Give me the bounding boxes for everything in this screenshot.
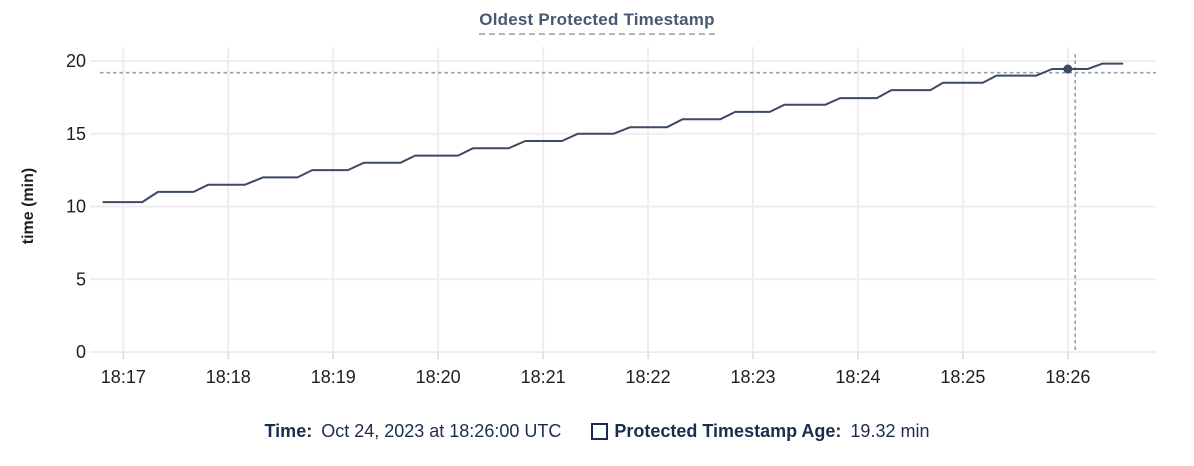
chart-title-row: Oldest Protected Timestamp <box>0 10 1194 35</box>
y-tick-label: 0 <box>76 342 86 362</box>
legend-time-value: Oct 24, 2023 at 18:26:00 UTC <box>321 421 562 441</box>
x-tick-label: 18:18 <box>206 367 251 387</box>
y-tick-label: 10 <box>66 197 86 217</box>
x-tick-label: 18:24 <box>835 367 880 387</box>
series-checkbox-icon[interactable] <box>591 422 609 440</box>
chart-plot-area[interactable]: 0 5 10 15 20 18:17 18:18 18:19 18:20 18:21 18:22 18… <box>0 0 1194 402</box>
x-tick-label: 18:20 <box>416 367 461 387</box>
legend-series-value: 19.32 min <box>850 421 930 441</box>
legend-series-label: Protected Timestamp Age: <box>614 421 842 441</box>
x-tick-label: 18:19 <box>311 367 356 387</box>
y-tick-label: 20 <box>66 51 86 71</box>
x-tick-label: 18:21 <box>521 367 566 387</box>
legend-series-readout[interactable]: Protected Timestamp Age: 19.32 min <box>591 419 929 443</box>
legend-time-label: Time: <box>264 421 313 441</box>
series-line-protected-timestamp-age <box>102 62 1124 204</box>
y-tick-label: 5 <box>76 269 86 289</box>
x-tick-label: 18:25 <box>940 367 985 387</box>
hover-point-dot <box>1063 64 1073 74</box>
x-tick-label: 18:22 <box>626 367 671 387</box>
x-tick-label: 18:17 <box>101 367 146 387</box>
x-tick-label: 18:23 <box>730 367 775 387</box>
chart-title[interactable]: Oldest Protected Timestamp <box>479 10 715 35</box>
x-tick-label: 18:26 <box>1045 367 1090 387</box>
legend-time-readout: Time: Oct 24, 2023 at 18:26:00 UTC <box>265 419 562 443</box>
y-tick-label: 15 <box>66 124 86 144</box>
chart-legend: Time: Oct 24, 2023 at 18:26:00 UTC Prote… <box>0 419 1194 443</box>
